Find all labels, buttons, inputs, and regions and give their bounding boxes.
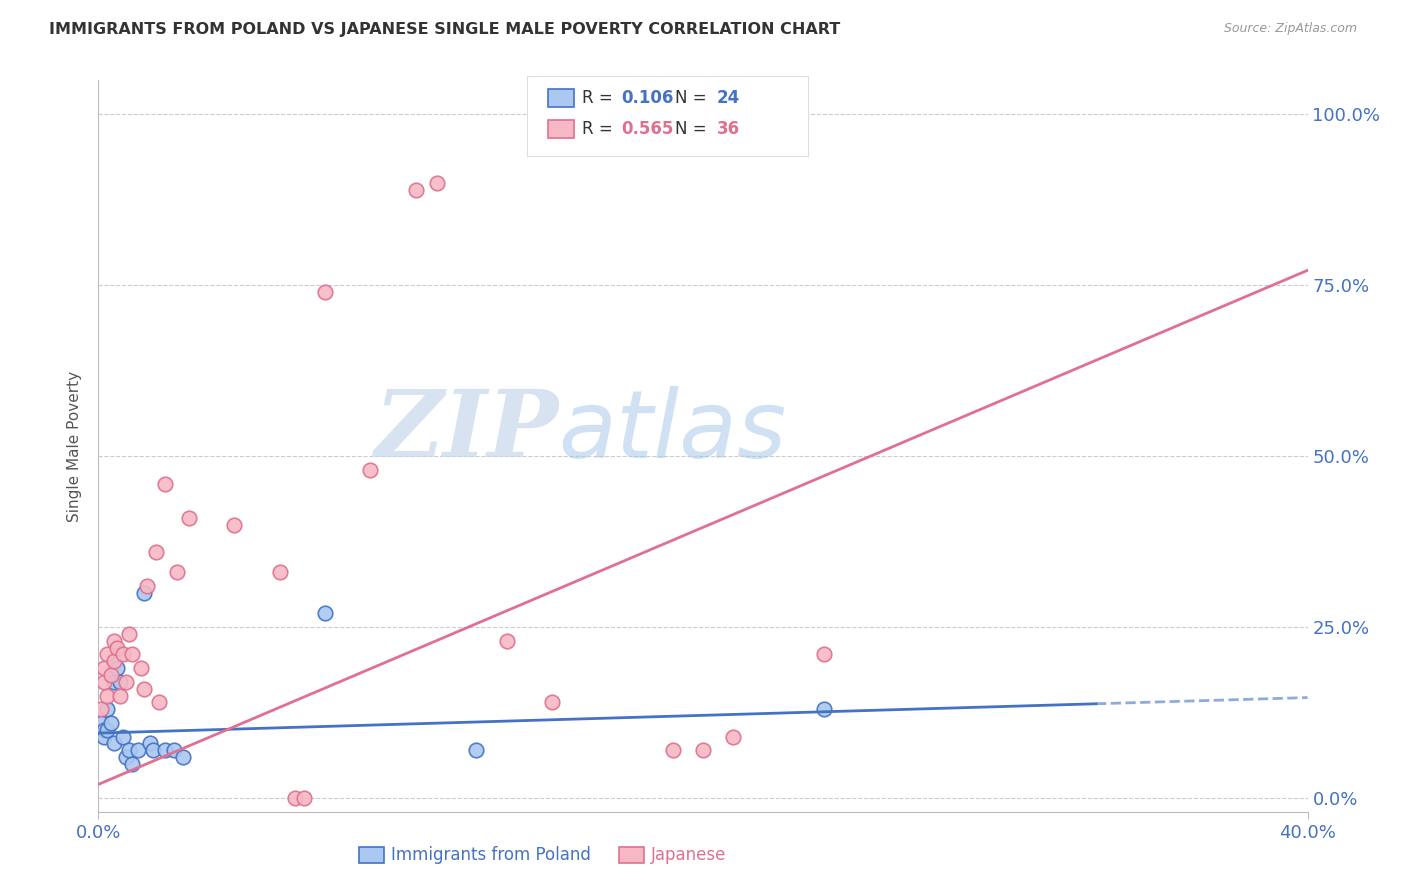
Point bbox=[111, 730, 134, 744]
Text: Immigrants from Poland: Immigrants from Poland bbox=[391, 847, 591, 864]
Text: 0.106: 0.106 bbox=[621, 89, 673, 107]
Point bbox=[93, 723, 115, 737]
Point bbox=[360, 463, 382, 477]
Point bbox=[179, 510, 201, 524]
Text: IMMIGRANTS FROM POLAND VS JAPANESE SINGLE MALE POVERTY CORRELATION CHART: IMMIGRANTS FROM POLAND VS JAPANESE SINGL… bbox=[49, 22, 841, 37]
Point bbox=[153, 743, 176, 757]
Point bbox=[100, 668, 122, 682]
Text: Source: ZipAtlas.com: Source: ZipAtlas.com bbox=[1223, 22, 1357, 36]
Point bbox=[813, 702, 835, 716]
Point bbox=[114, 750, 136, 764]
Point bbox=[121, 648, 143, 662]
Point bbox=[495, 633, 517, 648]
Point bbox=[661, 743, 683, 757]
Point bbox=[139, 736, 162, 750]
Point bbox=[96, 702, 118, 716]
Point bbox=[148, 695, 170, 709]
Text: N =: N = bbox=[675, 89, 711, 107]
Point bbox=[166, 566, 188, 580]
Point bbox=[108, 674, 131, 689]
Point bbox=[111, 648, 134, 662]
Point bbox=[314, 607, 336, 621]
Point bbox=[465, 743, 488, 757]
Point bbox=[132, 681, 155, 696]
Point bbox=[224, 517, 246, 532]
Point bbox=[135, 579, 157, 593]
Text: 24: 24 bbox=[717, 89, 741, 107]
Point bbox=[118, 627, 141, 641]
Text: R =: R = bbox=[582, 89, 619, 107]
Text: R =: R = bbox=[582, 120, 619, 138]
Point bbox=[90, 715, 112, 730]
Point bbox=[426, 176, 449, 190]
Point bbox=[405, 183, 427, 197]
Text: 36: 36 bbox=[717, 120, 740, 138]
Point bbox=[145, 545, 167, 559]
Point bbox=[108, 689, 131, 703]
Point bbox=[93, 674, 115, 689]
Point bbox=[692, 743, 714, 757]
Point bbox=[129, 661, 152, 675]
Point bbox=[292, 791, 315, 805]
Point bbox=[96, 689, 118, 703]
Point bbox=[114, 674, 136, 689]
Text: Japanese: Japanese bbox=[651, 847, 727, 864]
Point bbox=[118, 743, 141, 757]
Point bbox=[103, 674, 125, 689]
Text: ZIP: ZIP bbox=[374, 386, 558, 476]
Point bbox=[103, 736, 125, 750]
Point bbox=[93, 661, 115, 675]
Point bbox=[284, 791, 307, 805]
Point bbox=[132, 586, 155, 600]
Text: N =: N = bbox=[675, 120, 711, 138]
Point bbox=[540, 695, 562, 709]
Point bbox=[127, 743, 149, 757]
Point bbox=[100, 715, 122, 730]
Point bbox=[813, 648, 835, 662]
Point bbox=[103, 654, 125, 668]
Point bbox=[163, 743, 186, 757]
Point bbox=[121, 756, 143, 771]
Point bbox=[153, 476, 176, 491]
Point bbox=[105, 661, 128, 675]
Point bbox=[269, 566, 291, 580]
Point bbox=[723, 730, 745, 744]
Point bbox=[314, 285, 336, 300]
Point bbox=[96, 723, 118, 737]
Point bbox=[96, 648, 118, 662]
Point bbox=[103, 633, 125, 648]
Y-axis label: Single Male Poverty: Single Male Poverty bbox=[67, 370, 83, 522]
Point bbox=[142, 743, 165, 757]
Text: atlas: atlas bbox=[558, 386, 786, 477]
Point bbox=[93, 730, 115, 744]
Text: 0.565: 0.565 bbox=[621, 120, 673, 138]
Point bbox=[172, 750, 194, 764]
Point bbox=[90, 702, 112, 716]
Point bbox=[105, 640, 128, 655]
